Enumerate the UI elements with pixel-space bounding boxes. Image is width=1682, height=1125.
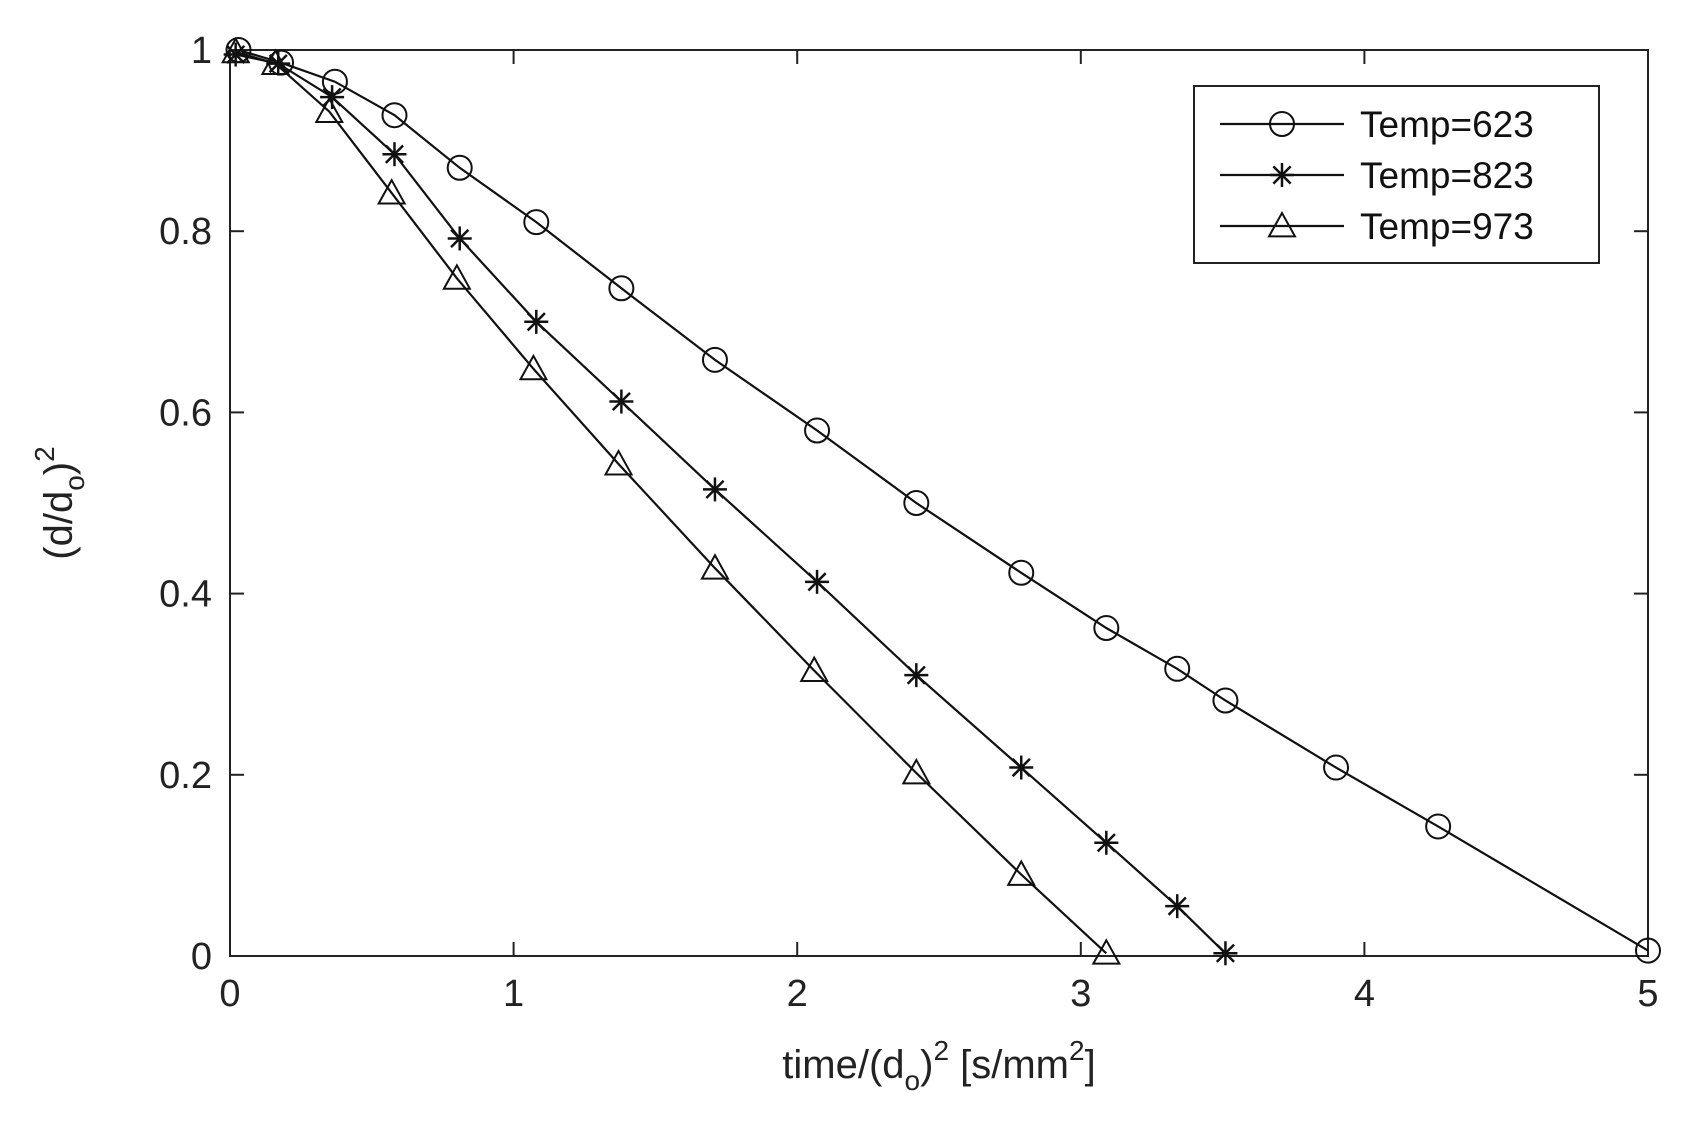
x-label-sup: 2 [933, 1035, 949, 1066]
data-point-circle [1212, 687, 1239, 714]
y-tick-label: 0 [191, 936, 212, 978]
data-point-star [382, 142, 407, 167]
star-stroke [1215, 943, 1235, 963]
star-stroke [450, 228, 470, 248]
data-point-triangle [260, 48, 291, 75]
data-point-circle [446, 154, 473, 181]
legend-label: Temp=623 [1360, 104, 1534, 145]
legend-item: Temp=623 [1220, 104, 1534, 145]
data-point-circle [1008, 559, 1035, 586]
y-label-base: (d/d [37, 491, 81, 560]
star-stroke [705, 479, 725, 499]
star-stroke [611, 392, 631, 412]
star-stroke [1272, 165, 1292, 185]
data-point-circle [1164, 655, 1191, 682]
star-stroke [1096, 833, 1116, 853]
data-point-circle [608, 275, 635, 302]
series-line [235, 53, 1227, 955]
star-stroke [1011, 758, 1031, 778]
data-point-circle [1269, 111, 1295, 137]
series-line [235, 50, 1108, 955]
star-stroke [1167, 896, 1187, 916]
data-point-triangle [1267, 210, 1297, 238]
data-point-triangle [518, 353, 549, 381]
y-tick-label: 0.2 [159, 755, 212, 797]
data-point-star [1094, 830, 1119, 855]
data-point-triangle [376, 178, 407, 205]
data-point-triangle [442, 263, 472, 290]
data-point-star [1165, 894, 1190, 919]
x-label-sub: o [905, 1065, 921, 1096]
y-tick-label: 1 [191, 30, 212, 72]
x-tick-label: 2 [787, 973, 808, 1015]
series-circle [225, 37, 1661, 964]
x-tick-label: 5 [1637, 973, 1658, 1015]
x-axis-label: time/(do)2 [s/mm2] [782, 1035, 1095, 1096]
data-point-triangle [220, 36, 251, 64]
data-point-triangle [314, 96, 344, 124]
data-point-triangle [603, 448, 634, 476]
x-tick-label: 3 [1070, 973, 1091, 1015]
legend-item: Temp=823 [1220, 155, 1534, 196]
data-point-circle [701, 346, 728, 373]
series-triangle [220, 36, 1122, 965]
data-point-star [904, 663, 929, 688]
x-label-mid: ) [920, 1043, 933, 1087]
data-point-circle [1635, 937, 1661, 964]
series-layer [220, 36, 1661, 966]
y-tick-label: 0.4 [159, 574, 212, 616]
y-tick-label: 0.8 [159, 211, 212, 253]
data-point-circle [1425, 813, 1452, 840]
data-point-star [1009, 755, 1034, 780]
star-stroke [526, 312, 546, 332]
star-stroke [384, 144, 405, 164]
data-point-circle [381, 102, 408, 129]
series-line [238, 48, 1649, 952]
y-axis-label: (d/do)2 [29, 446, 90, 559]
y-label-sub: o [59, 475, 90, 491]
legend-label: Temp=823 [1360, 155, 1534, 196]
y-tick-label: 0.6 [159, 392, 212, 434]
star-stroke [906, 665, 926, 685]
x-tick-label: 4 [1354, 973, 1375, 1015]
x-label-base: time/(d [782, 1043, 904, 1087]
x-label-after: [s/mm [949, 1043, 1069, 1087]
data-point-circle [1093, 615, 1120, 642]
legend-label: Temp=973 [1360, 206, 1534, 247]
data-point-circle [903, 490, 930, 516]
data-point-circle [523, 209, 550, 236]
data-point-triangle [799, 655, 829, 683]
star-stroke [268, 54, 288, 74]
data-point-star [447, 226, 472, 251]
data-point-star [805, 569, 830, 594]
data-point-star [609, 389, 634, 414]
star-stroke [807, 572, 827, 592]
data-point-triangle [700, 553, 730, 580]
y-label-mid: ) [37, 462, 81, 475]
y-label-sup: 2 [29, 446, 60, 462]
legend-item: Temp=973 [1220, 206, 1534, 247]
legend: Temp=623 Temp=823 Temp=973 [1193, 85, 1600, 264]
data-point-triangle [1091, 938, 1122, 965]
x-label-end: ] [1085, 1043, 1096, 1087]
data-point-star [702, 477, 727, 502]
x-label-sup2: 2 [1069, 1035, 1085, 1066]
x-tick-label: 0 [219, 973, 240, 1015]
data-point-star [1270, 163, 1294, 187]
data-point-star [524, 309, 549, 334]
x-tick-label: 1 [503, 973, 524, 1015]
data-point-star [1213, 941, 1238, 966]
data-point-triangle [901, 757, 932, 785]
data-point-circle [804, 417, 831, 444]
data-point-circle [1323, 754, 1350, 781]
data-point-triangle [1006, 859, 1036, 886]
